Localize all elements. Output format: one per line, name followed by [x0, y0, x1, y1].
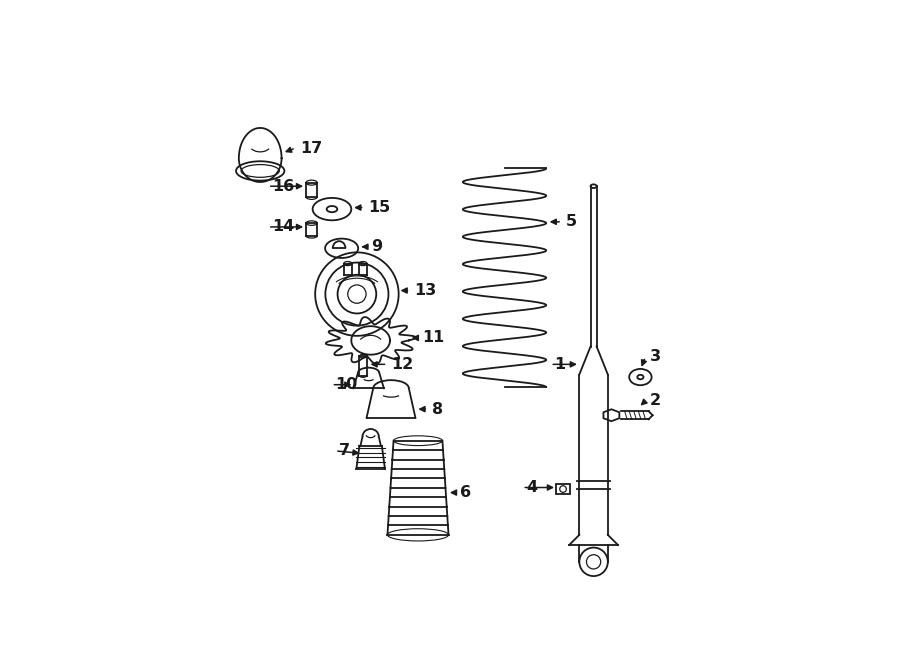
Text: 14: 14: [272, 219, 294, 235]
Text: 5: 5: [566, 214, 577, 229]
Text: 13: 13: [414, 283, 436, 298]
Text: 12: 12: [392, 357, 414, 372]
Text: 6: 6: [460, 485, 472, 500]
Text: 10: 10: [336, 377, 358, 392]
Text: 4: 4: [526, 480, 537, 495]
Text: 8: 8: [432, 402, 444, 416]
Text: 7: 7: [339, 444, 350, 458]
Text: 17: 17: [300, 141, 322, 155]
Text: 1: 1: [554, 357, 565, 372]
Text: 3: 3: [650, 349, 661, 364]
Text: 16: 16: [272, 178, 294, 194]
Text: 2: 2: [650, 393, 661, 408]
Text: 11: 11: [422, 330, 445, 346]
Text: 9: 9: [371, 239, 382, 254]
Text: 15: 15: [369, 200, 391, 215]
